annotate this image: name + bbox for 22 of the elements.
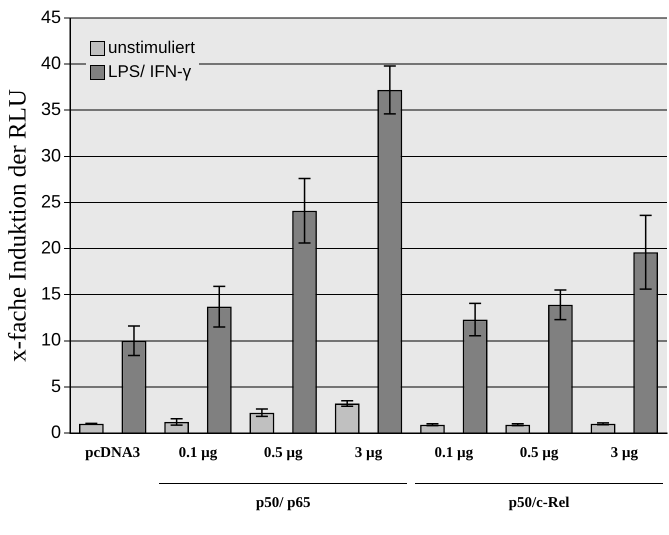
x-tick-label: 0.5 µg <box>264 444 304 461</box>
y-tick-label: 20 <box>40 238 62 258</box>
x-tick-label: pcDNA3 <box>85 444 140 461</box>
text: p50/c-Rel <box>508 495 570 512</box>
legend-label: unstimuliert <box>108 38 195 58</box>
y-tick-label: 30 <box>40 145 62 166</box>
x-tick-label: 0.1 µg <box>434 444 474 461</box>
legend-label: LPS/ IFN-γ <box>108 62 192 82</box>
x-tick-label: 3 µg <box>610 444 639 461</box>
y-tick-label: 25 <box>40 191 62 212</box>
y-tick-label: 35 <box>40 99 62 120</box>
x-tick-label: 0.5 µg <box>520 444 559 461</box>
y-axis-title: x-fache Induktion der RLU <box>4 89 32 362</box>
text: p50/ p65 <box>254 495 312 512</box>
y-tick-label: 40 <box>40 53 62 74</box>
x-tick-label: 3 µg <box>354 444 383 461</box>
y-tick-label: 10 <box>40 330 62 350</box>
y-tick-label: 0 <box>51 422 62 442</box>
y-tick-label: 45 <box>40 6 62 27</box>
y-tick-label: 5 <box>51 376 62 396</box>
x-tick-label: 0.1 µg <box>178 444 218 461</box>
y-tick-label: 15 <box>40 284 62 304</box>
